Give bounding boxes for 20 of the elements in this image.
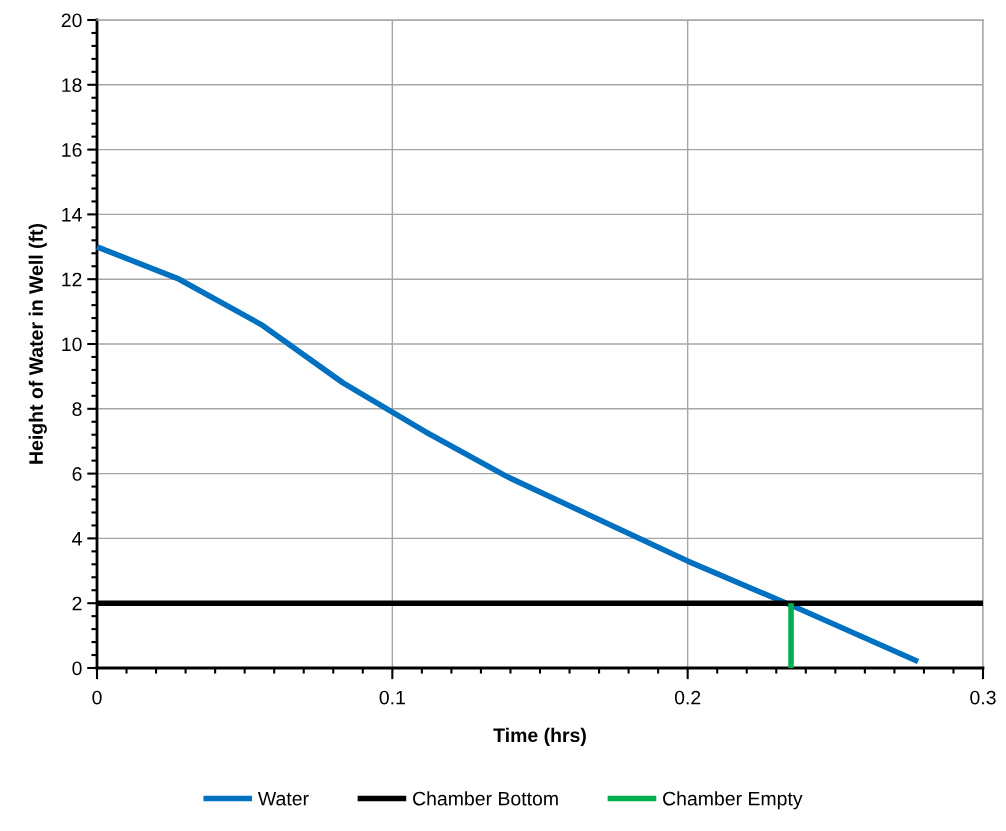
x-tick-label: 0 [92,690,102,705]
y-tick-label: 18 [62,78,82,93]
x-tick-label: 0.2 [674,690,701,705]
y-tick-label: 2 [72,596,82,611]
y-tick-label: 14 [62,208,82,222]
y-tick-label: 12 [62,272,82,287]
y-tick-label: 0 [72,661,82,676]
y-tick-label: 8 [72,402,82,417]
y-tick-label: 16 [62,143,82,157]
legend-label: Water [257,791,309,806]
y-tick-label: 10 [62,337,82,352]
y-axis-title: Height of Water in Well (ft) [28,223,47,464]
y-tick-label: 4 [72,532,82,546]
x-tick-label: 0.3 [970,690,996,705]
y-tick-label: 6 [72,467,82,481]
x-tick-label: 0.1 [379,690,405,705]
y-tick-label: 20 [61,13,82,28]
legend-label: Chamber Empty [663,791,803,810]
x-axis-title: Time (hrs) [493,727,586,746]
legend-label: Chamber Bottom [413,791,558,806]
